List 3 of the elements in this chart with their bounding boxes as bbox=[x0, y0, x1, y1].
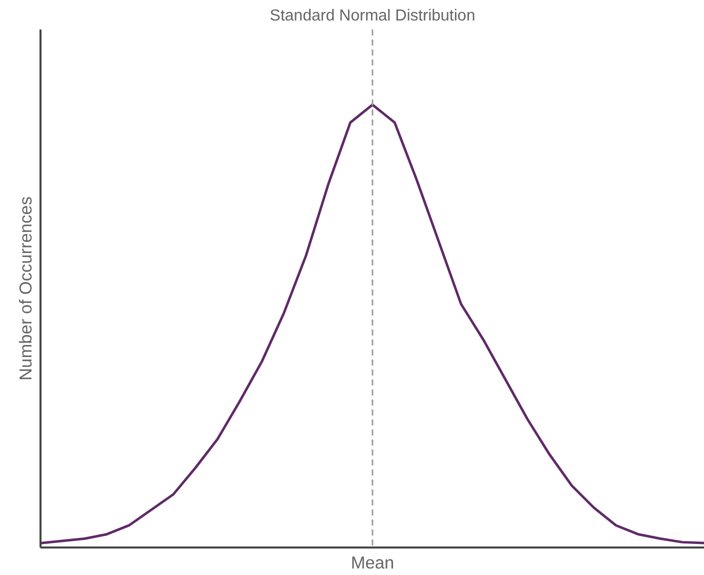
chart-title: Standard Normal Distribution bbox=[270, 8, 476, 24]
y-axis-title: Number of Occurrences bbox=[16, 196, 36, 380]
x-axis-title: Mean bbox=[350, 552, 394, 572]
